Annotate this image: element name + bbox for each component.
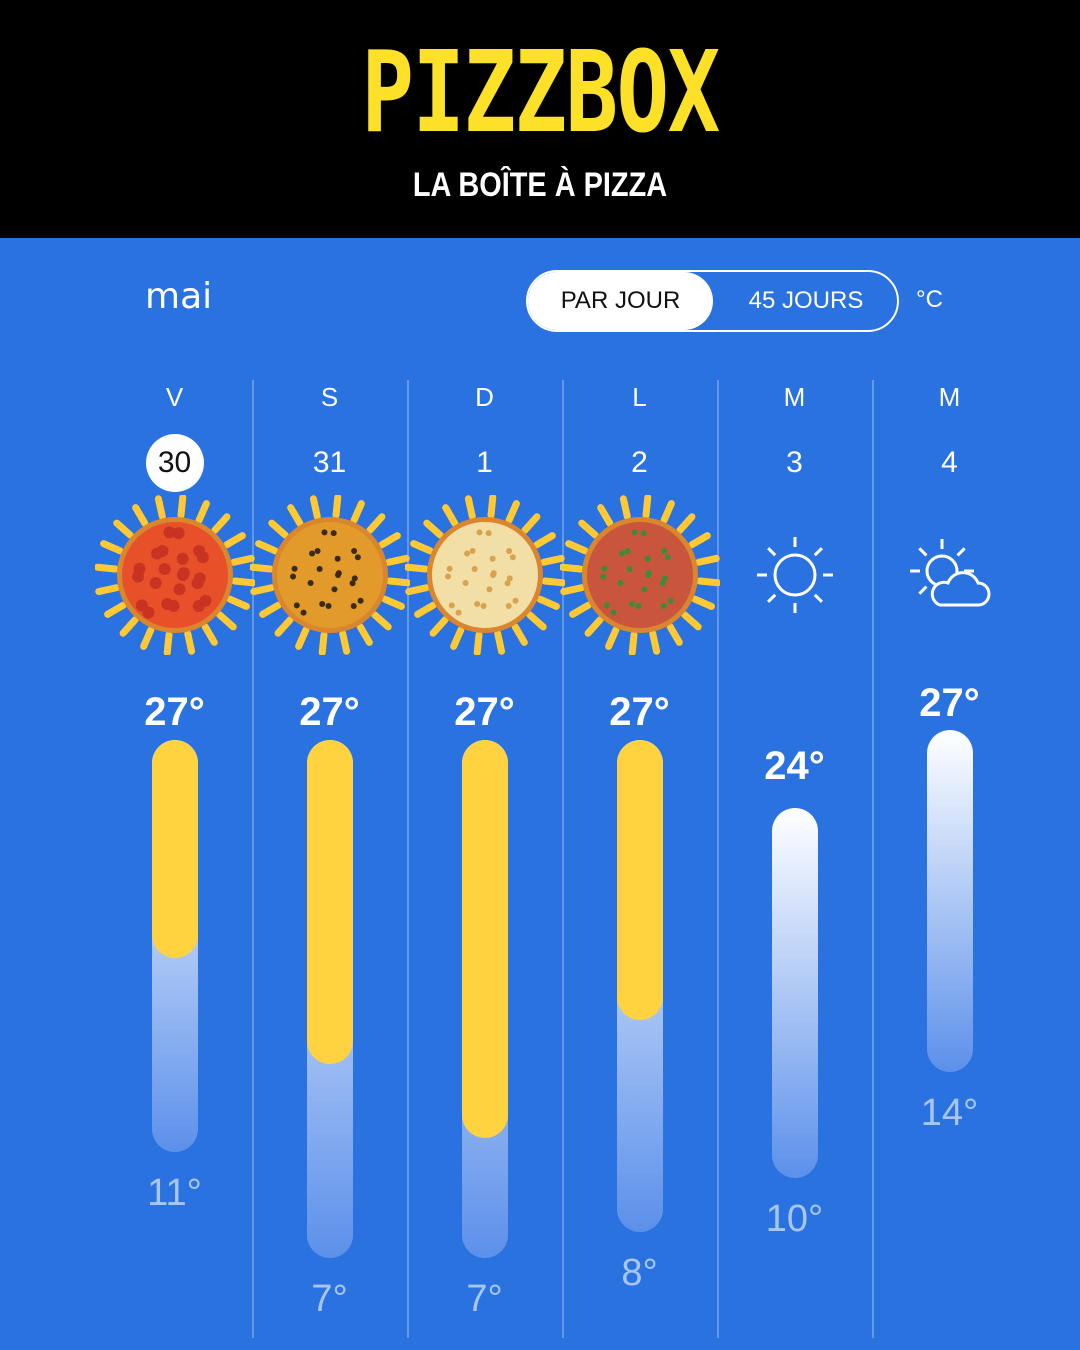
date[interactable]: 31 — [312, 446, 347, 479]
column-divider — [717, 380, 719, 1338]
date-today[interactable]: 30 — [145, 434, 204, 492]
temperature-range-bar — [616, 740, 663, 1232]
tagline: LA BOÎTE À PIZZA — [412, 166, 668, 204]
day-of-week: M — [783, 382, 806, 412]
temperature-range-bar — [926, 730, 973, 1072]
unit-toggle[interactable]: °C — [916, 286, 943, 313]
high-temp: 27° — [609, 690, 670, 734]
day-of-week: L — [632, 382, 647, 412]
date[interactable]: 2 — [631, 446, 648, 479]
day-of-week: S — [320, 382, 339, 412]
high-temp: 24° — [764, 744, 825, 788]
low-temp: 10° — [765, 1198, 824, 1240]
date[interactable]: 4 — [941, 446, 958, 479]
month-label: mai — [145, 276, 213, 317]
column-divider — [562, 380, 564, 1338]
pizza-sun-margherita-icon — [558, 493, 721, 657]
day-column[interactable]: S 31 27° 7° — [248, 0, 411, 1350]
temperature-range-bar — [771, 808, 818, 1178]
low-temp: 11° — [147, 1172, 202, 1214]
date[interactable]: 1 — [476, 446, 493, 479]
pizza-weather-fill — [461, 740, 508, 1138]
temperature-range-bar — [306, 740, 353, 1258]
day-of-week: M — [938, 382, 961, 412]
day-of-week: D — [475, 382, 494, 412]
temperature-range-bar — [461, 740, 508, 1258]
high-temp: 27° — [919, 681, 980, 725]
low-temp: 14° — [920, 1092, 979, 1134]
partly-cloudy-icon — [870, 495, 1030, 655]
brand-logo: PIZZBOX — [361, 28, 720, 158]
high-temp: 27° — [454, 690, 515, 734]
temperature-range-bar — [151, 740, 198, 1152]
day-column[interactable]: L 2 27° 8° — [558, 0, 721, 1350]
column-divider — [407, 380, 409, 1338]
pizza-weather-fill — [151, 740, 198, 958]
low-temp: 8° — [621, 1252, 658, 1294]
column-divider — [252, 380, 254, 1338]
pizza-sun-vegetable-icon — [248, 493, 411, 657]
toggle-par-jour[interactable]: PAR JOUR — [528, 272, 713, 330]
pizza-weather-fill — [616, 740, 663, 1020]
column-divider — [872, 380, 874, 1338]
view-toggle[interactable]: PAR JOUR 45 JOURS — [526, 270, 899, 332]
low-temp: 7° — [311, 1278, 348, 1320]
sun-icon — [715, 495, 875, 655]
day-of-week: V — [165, 382, 184, 412]
day-column[interactable]: M 4 27° 14° — [872, 0, 1027, 1350]
toggle-45-jours[interactable]: 45 JOURS — [748, 287, 864, 314]
date[interactable]: 3 — [786, 446, 803, 479]
header: PIZZBOX LA BOÎTE À PIZZA — [0, 0, 1080, 238]
pizza-sun-pepperoni-icon — [93, 493, 256, 657]
day-column[interactable]: D 1 27° 7° — [403, 0, 566, 1350]
pizza-sun-cheese-icon — [403, 493, 566, 657]
pizza-weather-fill — [306, 740, 353, 1064]
low-temp: 7° — [466, 1278, 503, 1320]
day-column[interactable]: M 3 24° 10° — [717, 0, 872, 1350]
high-temp: 27° — [144, 690, 205, 734]
day-column[interactable]: V 30 27° 11° — [93, 0, 256, 1350]
high-temp: 27° — [299, 690, 360, 734]
